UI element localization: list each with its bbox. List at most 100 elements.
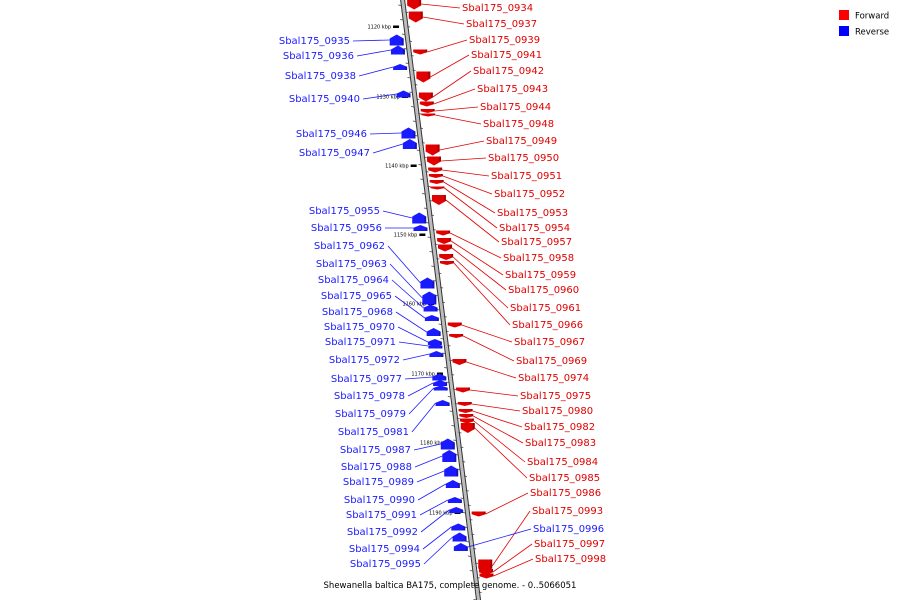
forward-gene-feature <box>426 156 441 166</box>
feature-body <box>428 343 443 349</box>
feature-shade <box>420 11 423 19</box>
forward-gene-feature <box>439 254 454 260</box>
reverse-gene-label: Sbal175_0938 <box>285 71 356 82</box>
axis-dash <box>460 446 464 448</box>
feature-body <box>416 71 431 83</box>
reverse-gene-feature <box>389 34 404 46</box>
feature-body <box>442 450 457 462</box>
feature-body <box>429 351 444 357</box>
feature-shade <box>431 101 434 105</box>
forward-gene-label: Sbal175_0937 <box>466 19 537 30</box>
axis-dash <box>445 330 449 332</box>
reverse-gene-label: Sbal175_0940 <box>289 94 360 105</box>
feature-shade <box>465 546 468 551</box>
feature-shade <box>456 469 459 477</box>
reverse-gene-connector <box>417 483 447 501</box>
forward-gene-connector <box>439 140 485 151</box>
forward-gene-connector <box>466 361 517 379</box>
axis-dash <box>449 410 453 412</box>
axis-dash <box>407 26 411 28</box>
feature-shade <box>461 509 464 513</box>
forward-gene-feature <box>430 186 445 190</box>
feature-body <box>455 387 470 393</box>
feature-body <box>437 238 452 244</box>
axis-dash <box>412 120 417 122</box>
axis-dash <box>449 359 453 361</box>
feature-body <box>407 0 422 10</box>
reverse-gene-label: Sbal175_0946 <box>296 129 367 140</box>
feature-body <box>408 11 423 23</box>
forward-gene-feature <box>428 167 443 173</box>
forward-gene-connector <box>453 262 511 326</box>
reverse-gene-connector <box>369 132 402 135</box>
axis-dash <box>429 200 433 202</box>
reverse-gene-label: Sbal175_0970 <box>324 322 395 333</box>
axis-dash <box>408 40 412 42</box>
feature-body <box>433 385 448 391</box>
feature-shade <box>414 143 417 149</box>
feature-shade <box>451 261 454 264</box>
forward-gene-connector <box>427 39 468 53</box>
forward-gene-label: Sbal175_0998 <box>535 554 606 565</box>
reverse-gene-connector <box>395 311 427 333</box>
axis-dash <box>447 345 451 347</box>
forward-gene-label: Sbal175_0941 <box>471 50 542 61</box>
feature-body <box>424 315 439 321</box>
reverse-gene-label: Sbal175_0991 <box>346 510 417 521</box>
scale-tick-label: 1120 kbp <box>367 25 391 31</box>
feature-shade <box>438 331 441 336</box>
reverse-gene-connector <box>382 210 413 219</box>
forward-gene-connector <box>442 175 493 195</box>
feature-shade <box>436 317 439 321</box>
reverse-gene-connector <box>372 143 403 154</box>
feature-shade <box>452 442 455 450</box>
forward-gene-feature <box>436 230 451 236</box>
forward-gene-feature <box>418 92 433 102</box>
feature-shade <box>442 186 445 189</box>
feature-shade <box>441 353 444 357</box>
feature-body <box>449 334 464 338</box>
forward-gene-feature <box>457 402 472 406</box>
forward-gene-connector <box>421 3 461 9</box>
forward-gene-label: Sbal175_0944 <box>480 102 551 113</box>
axis-dash <box>467 504 471 506</box>
feature-shade <box>447 402 450 406</box>
forward-gene-label: Sbal175_0966 <box>512 320 583 331</box>
feature-body <box>459 414 474 418</box>
forward-gene-feature <box>438 244 453 252</box>
feature-shade <box>445 382 448 386</box>
reverse-gene-connector <box>413 443 441 451</box>
forward-gene-feature <box>416 71 431 83</box>
reverse-gene-feature <box>429 351 444 357</box>
feature-shade <box>413 131 416 139</box>
axis-dash <box>441 301 446 303</box>
feature-shade <box>445 387 448 391</box>
axis-dash <box>425 171 429 173</box>
forward-gene-feature <box>420 109 435 113</box>
axis-dash <box>398 4 402 6</box>
reverse-gene-label: Sbal175_0936 <box>283 51 354 62</box>
forward-gene-connector <box>472 410 523 428</box>
forward-gene-feature <box>439 261 454 265</box>
axis-dash <box>425 222 429 224</box>
forward-gene-feature <box>459 418 474 424</box>
reverse-gene-connector <box>389 263 423 299</box>
forward-gene-label: Sbal175_0943 <box>477 84 548 95</box>
feature-shade <box>471 414 474 417</box>
forward-gene-feature <box>413 49 428 55</box>
axis-dash <box>471 584 475 586</box>
feature-body <box>428 174 443 178</box>
scale-tick-label: 1160 kbp <box>403 302 427 308</box>
forward-gene-connector <box>444 187 498 229</box>
forward-gene-feature <box>429 180 444 184</box>
axis-dash <box>467 555 472 557</box>
forward-gene-label: Sbal175_0980 <box>522 406 593 417</box>
reverse-gene-label: Sbal175_0990 <box>344 495 415 506</box>
forward-gene-label: Sbal175_0984 <box>527 457 598 468</box>
forward-gene-feature <box>428 174 443 178</box>
axis-dash <box>440 338 444 340</box>
reverse-gene-label: Sbal175_0994 <box>349 544 420 555</box>
reverse-gene-feature <box>428 343 443 349</box>
feature-shade <box>430 92 433 98</box>
